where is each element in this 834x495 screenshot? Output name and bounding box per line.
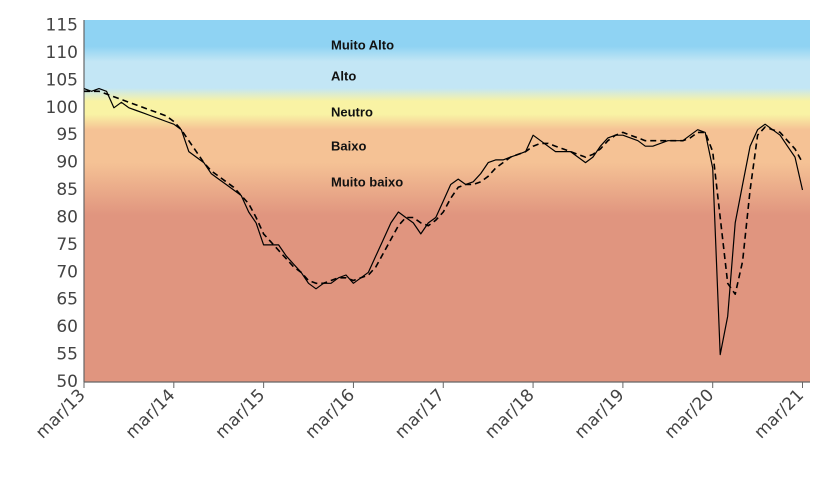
x-tick-label: mar/18	[481, 385, 539, 443]
y-tick-label: 65	[56, 290, 78, 310]
band-label: Muito Alto	[331, 37, 394, 52]
x-tick-label: mar/20	[661, 385, 719, 443]
y-tick-label: 80	[56, 207, 78, 227]
y-tick-label: 115	[46, 15, 78, 35]
y-tick-label: 50	[56, 372, 78, 392]
series-line-dashed	[84, 90, 804, 295]
x-tick-label: mar/16	[301, 385, 359, 443]
x-tick-label: mar/17	[391, 385, 449, 443]
y-tick-label: 95	[56, 125, 78, 145]
x-tick-label: mar/13	[32, 385, 90, 443]
y-tick-label: 105	[46, 70, 78, 90]
y-tick-label: 70	[56, 262, 78, 282]
x-tick-label: mar/21	[751, 385, 809, 443]
y-tick-label: 100	[46, 98, 78, 118]
y-tick-label: 90	[56, 153, 78, 173]
band-label: Neutro	[331, 104, 373, 119]
band-label: Baixo	[331, 138, 366, 153]
band-label: Muito baixo	[331, 174, 403, 189]
y-tick-label: 75	[56, 235, 78, 255]
x-tick-label: mar/14	[122, 385, 180, 443]
x-tick-label: mar/15	[212, 385, 270, 443]
y-tick-label: 110	[46, 43, 78, 63]
y-tick-label: 85	[56, 180, 78, 200]
y-tick-label: 55	[56, 345, 78, 365]
y-tick-label: 60	[56, 317, 78, 337]
sentiment-bands	[84, 20, 810, 382]
band-label: Alto	[331, 68, 356, 83]
x-tick-label: mar/19	[571, 385, 629, 443]
